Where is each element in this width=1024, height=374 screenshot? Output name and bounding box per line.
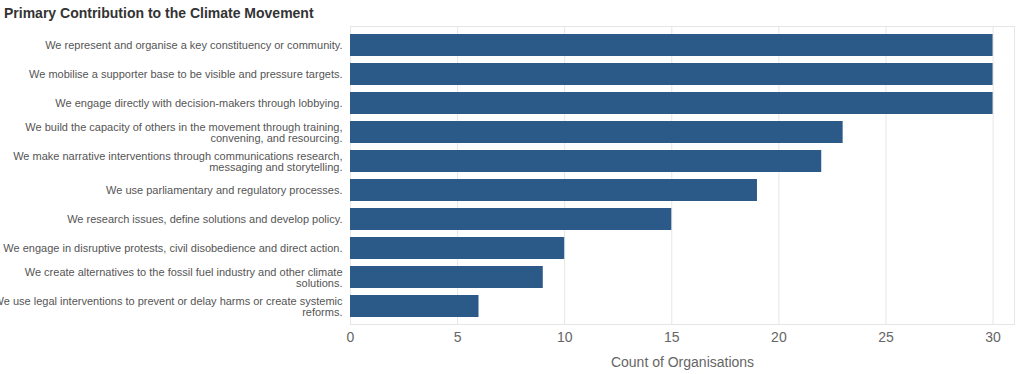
svg-text:We represent and organise a ke: We represent and organise a key constitu… <box>45 39 342 51</box>
svg-text:0: 0 <box>347 329 355 345</box>
svg-text:We engage directly with decisi: We engage directly with decision-makers … <box>55 97 342 109</box>
svg-text:We make narrative intervention: We make narrative interventions through … <box>13 150 342 173</box>
svg-text:5: 5 <box>454 329 462 345</box>
svg-text:We engage in disruptive protes: We engage in disruptive protests, civil … <box>3 242 342 254</box>
svg-text:We use parliamentary and regul: We use parliamentary and regulatory proc… <box>106 184 342 196</box>
svg-text:We build the capacity of other: We build the capacity of others in the m… <box>25 121 342 144</box>
svg-text:10: 10 <box>557 329 573 345</box>
svg-text:We create alternatives to the: We create alternatives to the fossil fue… <box>25 266 343 289</box>
svg-text:20: 20 <box>771 329 787 345</box>
svg-text:Count of Organisations: Count of Organisations <box>611 354 754 370</box>
svg-text:25: 25 <box>878 329 894 345</box>
svg-text:We use legal interventions to: We use legal interventions to prevent or… <box>0 295 343 318</box>
svg-text:We mobilise a supporter base t: We mobilise a supporter base to be visib… <box>29 68 342 80</box>
svg-text:15: 15 <box>664 329 680 345</box>
html-text:Primary Contribution to the Cl: Primary Contribution to the Climate Move… <box>4 5 314 21</box>
svg-text:We research issues, define sol: We research issues, define solutions and… <box>67 213 342 225</box>
svg-text:30: 30 <box>985 329 1001 345</box>
